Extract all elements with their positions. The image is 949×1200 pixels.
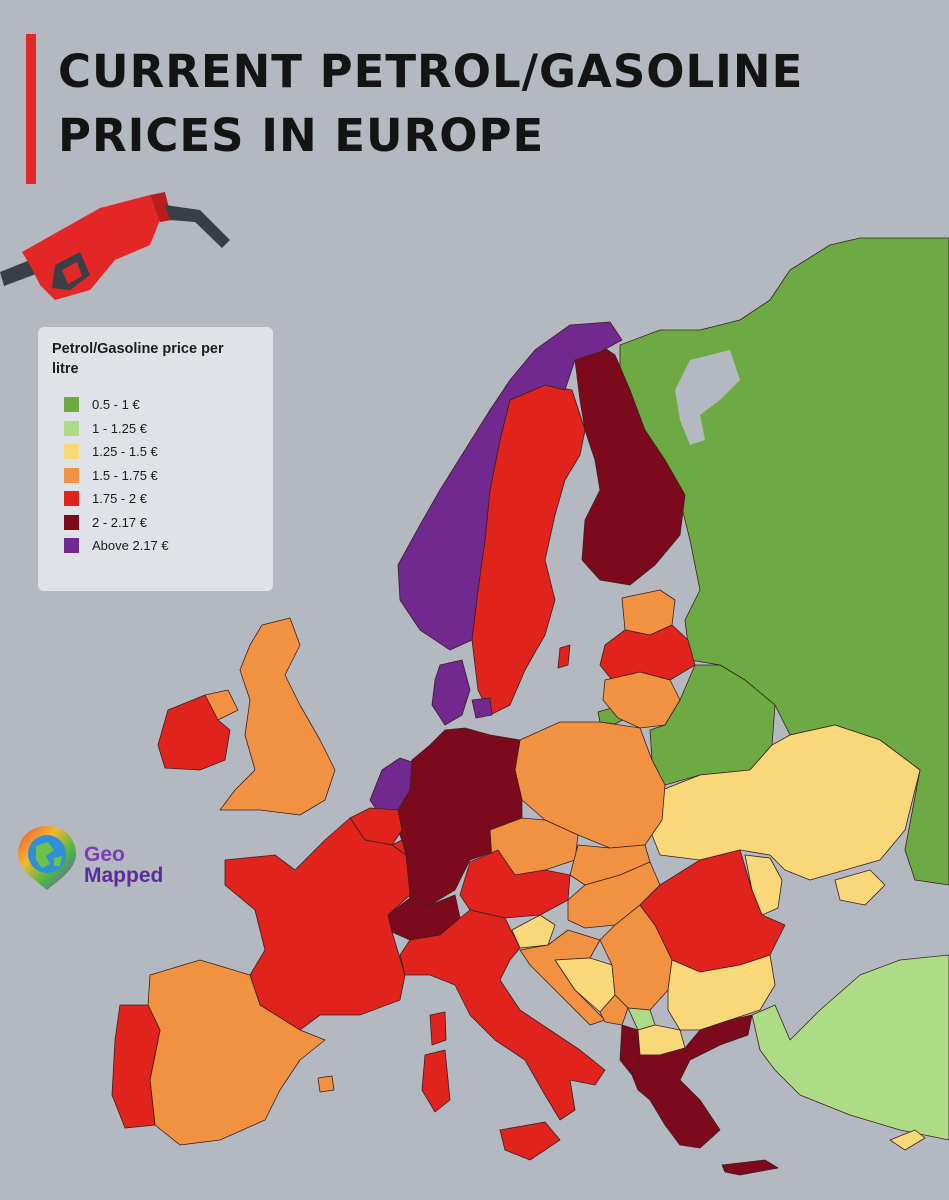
globe-pin-icon: [14, 822, 80, 892]
legend-swatch: [64, 468, 79, 483]
legend-swatch: [64, 491, 79, 506]
legend-swatch: [64, 515, 79, 530]
region-corsica: [430, 1012, 446, 1045]
brand-line-2: Mapped: [84, 865, 163, 886]
title-line-1: CURRENT PETROL/GASOLINE: [58, 40, 918, 104]
region-sardinia: [422, 1050, 450, 1112]
region-crimea: [835, 870, 885, 905]
region-balearic: [318, 1076, 334, 1092]
title-accent-bar: [26, 34, 36, 184]
legend-swatch: [64, 538, 79, 553]
title-line-2: PRICES IN EUROPE: [58, 104, 918, 168]
legend-item: 1.5 - 1.75 €: [52, 464, 259, 488]
legend-swatch: [64, 421, 79, 436]
legend-label: 0.5 - 1 €: [92, 397, 140, 412]
region-portugal: [112, 1005, 160, 1128]
region-crete: [722, 1160, 778, 1175]
legend-item: Above 2.17 €: [52, 534, 259, 558]
legend-title: Petrol/Gasoline price per litre: [52, 339, 252, 379]
region-denmark-island: [472, 698, 492, 718]
legend-item: 1.25 - 1.5 €: [52, 440, 259, 464]
legend-item: 2 - 2.17 €: [52, 511, 259, 535]
legend-label: 1.75 - 2 €: [92, 491, 147, 506]
region-turkey: [752, 955, 949, 1140]
legend-item: 0.5 - 1 €: [52, 393, 259, 417]
brand-logo: Geo Mapped: [14, 822, 194, 902]
legend-item: 1 - 1.25 €: [52, 417, 259, 441]
fuel-nozzle-icon: [0, 190, 240, 310]
brand-name: Geo Mapped: [84, 844, 163, 886]
legend-label: 1.25 - 1.5 €: [92, 444, 158, 459]
region-denmark: [432, 660, 470, 725]
legend-item: 1.75 - 2 €: [52, 487, 259, 511]
region-slovenia: [512, 915, 555, 948]
region-uk: [220, 618, 335, 815]
legend-label: 1.5 - 1.75 €: [92, 468, 158, 483]
region-gotland: [558, 645, 570, 668]
legend-label: 2 - 2.17 €: [92, 515, 147, 530]
legend-swatch: [64, 444, 79, 459]
page-title: CURRENT PETROL/GASOLINE PRICES IN EUROPE: [58, 40, 918, 168]
legend: Petrol/Gasoline price per litre 0.5 - 1 …: [38, 327, 273, 591]
region-sicily: [500, 1122, 560, 1160]
legend-items: 0.5 - 1 € 1 - 1.25 € 1.25 - 1.5 € 1.5 - 1.7…: [52, 393, 259, 558]
legend-label: 1 - 1.25 €: [92, 421, 147, 436]
legend-swatch: [64, 397, 79, 412]
brand-line-1: Geo: [84, 844, 163, 865]
legend-label: Above 2.17 €: [92, 538, 169, 553]
